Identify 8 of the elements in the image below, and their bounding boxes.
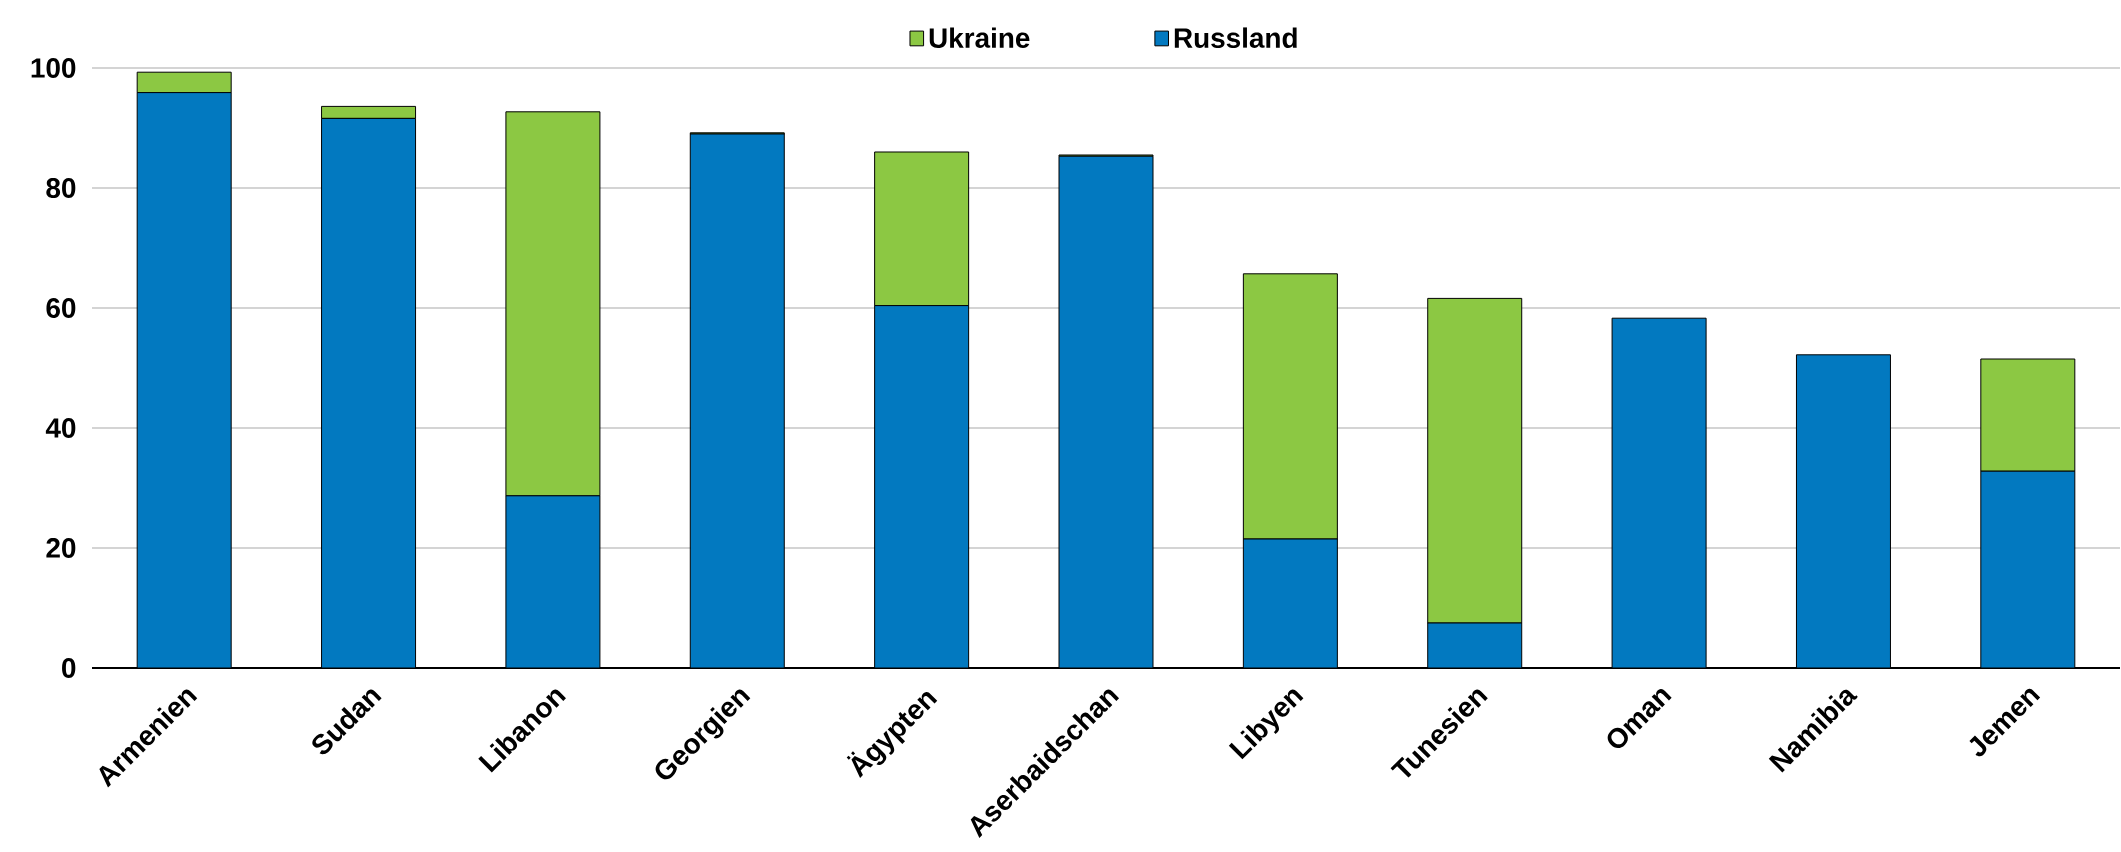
y-tick-label: 80 (46, 178, 76, 198)
y-tick-label: 0 (62, 658, 76, 678)
legend-label: Russland (1174, 27, 1297, 48)
y-tick-label: 60 (46, 298, 76, 318)
legend-label: Ukraine (929, 27, 1030, 48)
y-tick-label: 20 (46, 538, 76, 558)
y-tick-label: 100 (31, 58, 76, 78)
y-tick-label: 40 (45, 418, 76, 438)
